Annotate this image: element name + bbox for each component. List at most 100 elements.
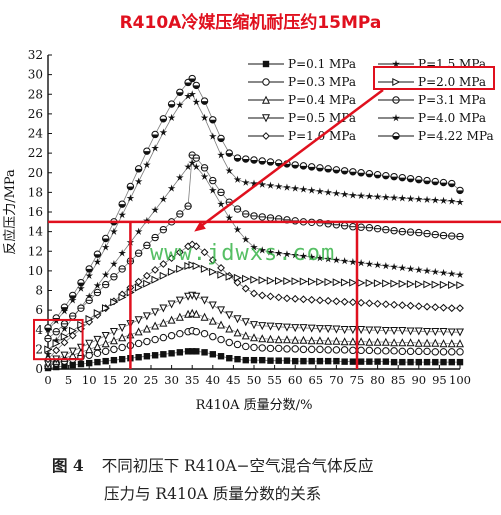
data-point bbox=[291, 277, 300, 286]
data-point bbox=[349, 191, 357, 199]
data-point bbox=[184, 348, 192, 355]
data-point bbox=[357, 278, 366, 287]
data-point bbox=[201, 349, 208, 356]
data-point bbox=[209, 332, 217, 341]
data-point bbox=[390, 279, 399, 288]
y-tick-label: 14 bbox=[28, 225, 44, 239]
data-point bbox=[134, 339, 143, 348]
data-point bbox=[349, 358, 357, 365]
data-point bbox=[267, 357, 274, 364]
data-point bbox=[447, 197, 456, 205]
data-point-fill bbox=[168, 104, 175, 108]
data-point bbox=[175, 312, 184, 321]
data-point bbox=[456, 358, 464, 366]
data-point bbox=[406, 347, 415, 356]
data-point bbox=[192, 98, 201, 106]
series-line bbox=[47, 154, 461, 339]
data-point bbox=[233, 273, 242, 282]
data-point bbox=[109, 328, 118, 337]
data-point bbox=[200, 248, 209, 257]
series-line bbox=[47, 162, 461, 355]
data-point bbox=[266, 292, 275, 301]
data-point-fill bbox=[423, 180, 431, 184]
data-point bbox=[192, 309, 201, 318]
data-point bbox=[110, 345, 118, 354]
data-point bbox=[316, 345, 324, 354]
data-point bbox=[217, 353, 225, 360]
data-point bbox=[275, 344, 283, 353]
data-point bbox=[332, 278, 341, 287]
data-point bbox=[176, 101, 184, 109]
data-point bbox=[340, 257, 349, 265]
data-point bbox=[200, 296, 209, 305]
data-point bbox=[357, 191, 365, 200]
data-point-fill bbox=[374, 174, 381, 178]
legend-marker bbox=[262, 78, 270, 86]
data-point bbox=[126, 194, 135, 202]
legend-label: P=1.5 MPa bbox=[418, 57, 486, 71]
data-point-fill bbox=[184, 82, 192, 86]
data-point bbox=[307, 295, 316, 304]
data-point bbox=[200, 113, 209, 122]
data-point-fill bbox=[382, 175, 390, 179]
data-point bbox=[217, 306, 226, 315]
legend-label: P=4.22 MPa bbox=[418, 129, 494, 143]
data-point bbox=[423, 280, 432, 289]
data-point bbox=[274, 323, 283, 332]
data-point bbox=[431, 196, 440, 204]
data-point bbox=[143, 337, 151, 346]
data-point bbox=[439, 339, 448, 348]
data-point bbox=[448, 280, 457, 290]
data-point-fill bbox=[407, 178, 414, 182]
y-tick-label: 12 bbox=[28, 244, 43, 258]
data-point bbox=[134, 283, 143, 292]
data-point bbox=[283, 357, 291, 364]
data-point bbox=[142, 324, 151, 333]
data-point bbox=[93, 342, 102, 351]
legend-entry: P=3.1 MPa bbox=[378, 93, 486, 107]
data-point bbox=[188, 260, 197, 269]
data-point bbox=[69, 326, 78, 335]
data-point bbox=[292, 357, 299, 365]
data-point-fill bbox=[77, 282, 85, 286]
data-point bbox=[373, 347, 382, 355]
x-tick-label: 95 bbox=[432, 373, 447, 387]
data-point bbox=[307, 253, 316, 261]
legend-entry: P=4.22 MPa bbox=[378, 129, 494, 143]
data-point bbox=[226, 355, 233, 362]
data-point bbox=[85, 339, 94, 348]
data-point bbox=[390, 262, 398, 271]
legend-label: P=3.1 MPa bbox=[418, 93, 486, 107]
data-point bbox=[414, 327, 423, 336]
data-point bbox=[423, 195, 431, 203]
data-point bbox=[414, 265, 423, 274]
data-point-fill bbox=[189, 78, 196, 82]
data-point bbox=[390, 347, 398, 355]
data-point bbox=[233, 328, 242, 337]
data-point bbox=[365, 326, 374, 335]
data-point bbox=[250, 275, 259, 284]
pointer-arrow bbox=[199, 88, 384, 228]
legend-marker bbox=[392, 114, 400, 122]
data-point bbox=[110, 356, 118, 364]
data-point bbox=[349, 346, 357, 355]
data-point bbox=[241, 235, 250, 243]
legend-label: P=4.0 MPa bbox=[418, 111, 486, 125]
data-point bbox=[390, 193, 398, 202]
x-tick-label: 40 bbox=[205, 373, 220, 387]
caption-line-1: 不同初压下 R410A−空气混合气体反应 bbox=[101, 457, 374, 475]
data-point bbox=[282, 323, 291, 332]
legend-label: P=2.0 MPa bbox=[418, 75, 486, 89]
data-point bbox=[118, 324, 127, 333]
data-point bbox=[151, 265, 160, 274]
data-point bbox=[233, 225, 242, 233]
y-tick-label: 32 bbox=[28, 48, 43, 62]
data-point bbox=[241, 178, 250, 186]
data-point bbox=[332, 189, 341, 197]
data-point bbox=[332, 325, 341, 334]
data-point bbox=[217, 264, 225, 272]
x-tick-label: 70 bbox=[329, 373, 344, 387]
data-point-fill bbox=[209, 119, 216, 123]
data-point bbox=[300, 357, 307, 365]
